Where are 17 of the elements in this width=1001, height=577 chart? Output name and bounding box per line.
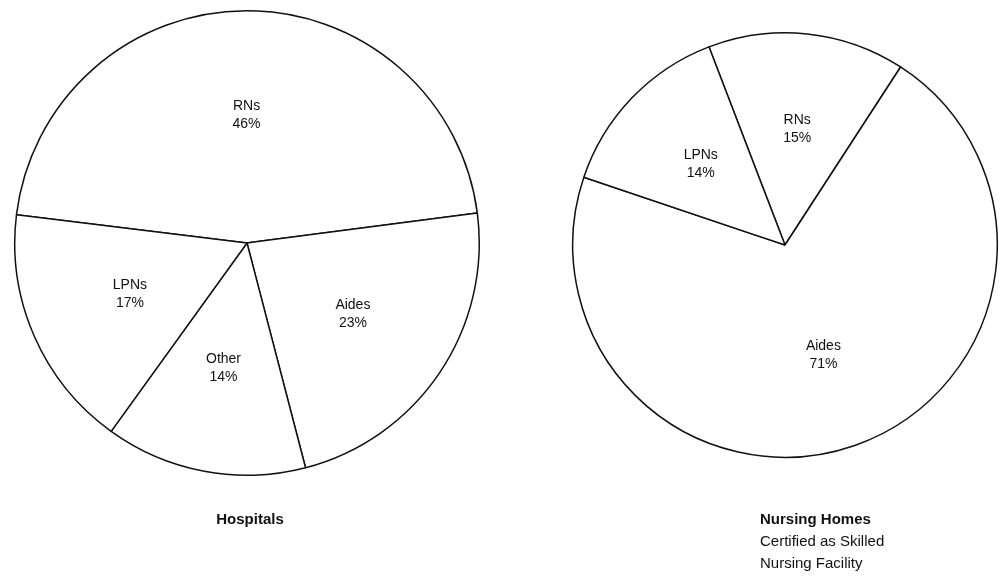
data-label: 71% xyxy=(809,355,838,372)
text: Nursing Homes xyxy=(760,510,871,527)
slice-label: RNs xyxy=(783,110,811,127)
data-label: 46% xyxy=(232,115,261,132)
slice-label: RNs xyxy=(232,97,261,114)
data-label: 14% xyxy=(686,164,715,181)
slice-label: LPNs xyxy=(683,146,718,163)
data-label: 23% xyxy=(338,314,367,331)
slice-label: Other xyxy=(205,350,242,367)
data-label: 17% xyxy=(115,294,144,310)
slice-label: Aides xyxy=(805,337,841,354)
slice-label: Aides xyxy=(335,296,371,313)
data-label: 14% xyxy=(209,368,238,385)
text: Hospitals xyxy=(216,510,284,527)
data-label: 15% xyxy=(783,128,812,145)
slice-label: LPNs xyxy=(112,276,148,292)
text: Certified as Skilled Nursing Facility xyxy=(760,531,886,573)
